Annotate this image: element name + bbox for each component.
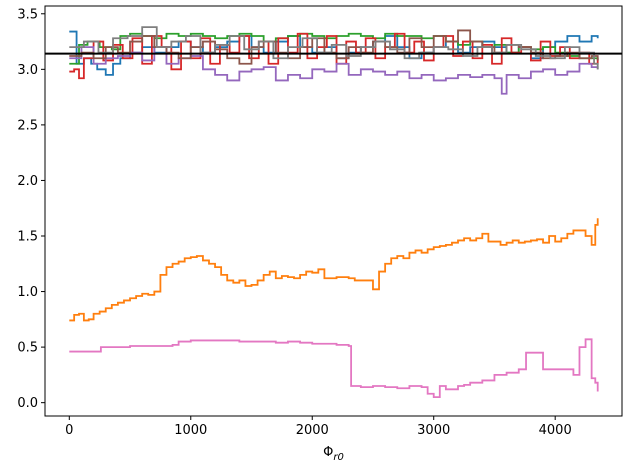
y-tick-label: 1.5 xyxy=(17,230,38,245)
x-tick-label: 3000 xyxy=(417,423,450,438)
x-tick-label: 0 xyxy=(65,423,73,438)
y-tick-label: 3.0 xyxy=(17,63,38,78)
y-tick-label: 2.0 xyxy=(17,174,38,189)
series-line-8 xyxy=(69,26,599,70)
y-tick-label: 3.5 xyxy=(17,7,38,22)
series-line-4 xyxy=(69,32,599,80)
y-tick-label: 0.0 xyxy=(17,396,38,411)
series-line-7 xyxy=(69,338,599,399)
x-tick-label: 2000 xyxy=(296,423,329,438)
x-axis-label: Φr0 xyxy=(323,445,344,463)
y-tick-label: 2.5 xyxy=(17,118,38,133)
x-tick-label: 1000 xyxy=(174,423,207,438)
series-line-2 xyxy=(69,218,599,322)
y-tick-label: 0.5 xyxy=(17,341,38,356)
plot-frame xyxy=(44,5,623,417)
y-tick-label: 1.0 xyxy=(17,285,38,300)
x-tick-label: 4000 xyxy=(539,423,572,438)
